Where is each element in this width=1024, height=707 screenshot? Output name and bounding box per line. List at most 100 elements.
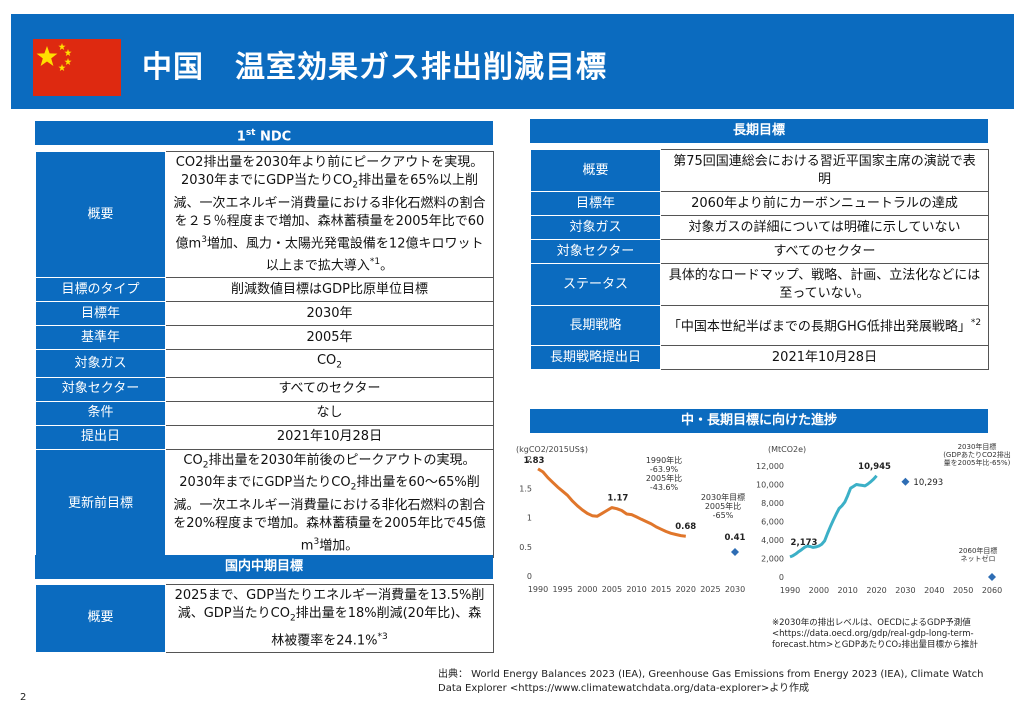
ndc-label-gas: 対象ガス [35,349,166,378]
intensity-chart: (kgCO2/2015US$) 0 0.5 1 1.5 2 1990 1995 2000 2005… [516,445,746,594]
x-tick-label: 2060 [982,586,1002,595]
target-marker [901,477,910,486]
ndc-label-type: 目標のタイプ [35,277,166,303]
data-label: 0.68 [675,522,696,532]
x-tick-label: 2030 [725,585,745,594]
ndc-value-summary: CO2排出量を2030年より前にピークアウトを実現。2030年までにGDP当たり… [165,150,494,279]
table-row: 目標のタイプ 削減数値目標はGDP比原単位目標 [35,277,494,303]
china-flag-icon [33,39,121,96]
ndc-label-sector: 対象セクター [35,376,166,402]
source-citation: 出典： World Energy Balances 2023 (IEA), Gr… [438,668,1013,696]
annotation-line: (GDPあたりCO2排出 [943,450,1011,459]
longterm-table: 概要 第75回国連総会における習近平国家主席の演説で表明 目標年 2060年より… [530,149,989,370]
longterm-value-strategy-date: 2021年10月28日 [660,345,989,370]
annotation-line: -65% [713,511,734,520]
annotation-line: -43.6% [650,483,679,492]
annotation-line: 2030年目標 [701,492,745,502]
table-row: 基準年 2005年 [35,325,494,351]
ndc-label-previous: 更新前目標 [35,448,166,559]
table-row: 長期戦略 「中国本世紀半ばまでの長期GHG低排出発展戦略」*2 [530,305,989,346]
table-row: 概要 2025まで、GDP当たりエネルギー消費量を13.5%削減、GDP当たりC… [35,584,494,653]
annotation-line: 2030年目標 [958,442,997,451]
x-tick-label: 2000 [809,586,829,595]
target-label: 10,293 [913,478,943,488]
annotation-line: -63.9% [650,465,679,474]
x-tick-label: 2010 [838,586,858,595]
table-row: 目標年 2060年より前にカーボンニュートラルの達成 [530,191,989,216]
annotation-line: 1990年比 [646,455,682,465]
y-tick-label: 8,000 [761,499,784,508]
progress-heading: 中・長期目標に向けた進捗 [530,409,988,433]
x-tick-label: 2010 [626,585,646,594]
table-row: ステータス 具体的なロードマップ、戦略、計画、立法化などには至っていない。 [530,263,989,306]
longterm-label-sector: 対象セクター [530,239,661,264]
longterm-value-summary: 第75回国連総会における習近平国家主席の演説で表明 [660,149,989,192]
x-tick-label: 2020 [676,585,696,594]
longterm-value-gas: 対象ガスの詳細については明確に示していない [660,215,989,240]
chart-note: ※2030年の排出レベルは、OECDによるGDP予測値 <https://dat… [772,618,997,651]
ndc-value-base-year: 2005年 [165,325,494,351]
y-tick-label: 12,000 [756,462,784,471]
data-label: 1.83 [524,456,545,466]
table-row: 更新前目標 CO2排出量を2030年前後のピークアウトの実現。2030年までにG… [35,448,494,559]
longterm-label-strategy: 長期戦略 [530,305,661,346]
ndc-heading: 1st NDC [35,121,493,145]
annotation-line: 2005年比 [705,501,741,511]
target-marker [731,548,739,557]
ndc-value-previous: CO2排出量を2030年前後のピークアウトの実現。2030年までにGDP当たりC… [165,448,494,559]
source-line: 出典： World Energy Balances 2023 (IEA), Gr… [438,669,984,680]
y-tick-label: 6,000 [761,518,784,527]
ndc-value-submitted: 2021年10月28日 [165,424,494,450]
table-row: 対象セクター すべてのセクター [35,376,494,402]
table-row: 対象ガス CO2 [35,349,494,378]
ndc-value-type: 削減数値目標はGDP比原単位目標 [165,277,494,303]
header-band [11,14,1014,109]
longterm-label-status: ステータス [530,263,661,306]
data-label: 10,945 [858,462,891,472]
domestic-table: 概要 2025まで、GDP当たりエネルギー消費量を13.5%削減、GDP当たりC… [35,584,494,653]
y-tick-label: 1.5 [519,484,532,493]
target-label: 0.41 [725,533,746,543]
annotation-line: 2005年比 [646,473,682,483]
longterm-value-target-year: 2060年より前にカーボンニュートラルの達成 [660,191,989,216]
x-tick-label: 1990 [528,585,548,594]
longterm-value-status: 具体的なロードマップ、戦略、計画、立法化などには至っていない。 [660,263,989,306]
longterm-value-sector: すべてのセクター [660,239,989,264]
x-tick-label: 2025 [700,585,720,594]
ndc-label-summary: 概要 [35,150,166,279]
y-axis-label: (kgCO2/2015US$) [516,445,588,454]
domestic-label-summary: 概要 [35,584,166,653]
ndc-label-condition: 条件 [35,400,166,426]
table-row: 長期戦略提出日 2021年10月28日 [530,345,989,370]
y-tick-label: 0 [527,572,532,581]
emissions-chart: (MtCO2e) 0 2,000 4,000 6,000 8,000 10,000 12,00… [756,442,1011,595]
table-row: 条件 なし [35,400,494,426]
annotation-line: ネットゼロ [961,554,996,563]
y-tick-label: 10,000 [756,481,784,490]
ndc-value-sector: すべてのセクター [165,376,494,402]
y-tick-label: 0.5 [519,543,532,552]
x-tick-label: 2000 [577,585,597,594]
ndc-value-target-year: 2030年 [165,301,494,327]
target-marker [988,573,996,581]
series-line [789,474,878,559]
ndc-label-target-year: 目標年 [35,301,166,327]
table-row: 対象セクター すべてのセクター [530,239,989,264]
y-tick-label: 2 [527,455,532,464]
table-row: 対象ガス 対象ガスの詳細については明確に示していない [530,215,989,240]
annotation-line: 2060年目標 [959,546,998,555]
source-line: Data Explorer <https://www.climatewatchd… [438,683,810,694]
y-tick-label: 0 [779,573,784,582]
page-title: 中国 温室効果ガス排出削減目標 [142,50,607,85]
longterm-value-strategy: 「中国本世紀半ばまでの長期GHG低排出発展戦略」*2 [660,305,989,346]
chart-note-line: ※2030年の排出レベルは、OECDによるGDP予測値 [772,618,971,628]
x-tick-label: 2020 [866,586,886,595]
series-line [537,467,686,538]
chart-note-line: <https://data.oecd.org/gdp/real-gdp-long… [772,629,974,639]
domestic-value-summary: 2025まで、GDP当たりエネルギー消費量を13.5%削減、GDP当たりCO2排… [165,584,494,653]
annotation-line: 量を2005年比-65%) [944,458,1011,467]
y-axis-label: (MtCO2e) [768,445,806,454]
x-tick-label: 2005 [602,585,622,594]
longterm-label-strategy-date: 長期戦略提出日 [530,345,661,370]
x-tick-label: 2030 [895,586,915,595]
